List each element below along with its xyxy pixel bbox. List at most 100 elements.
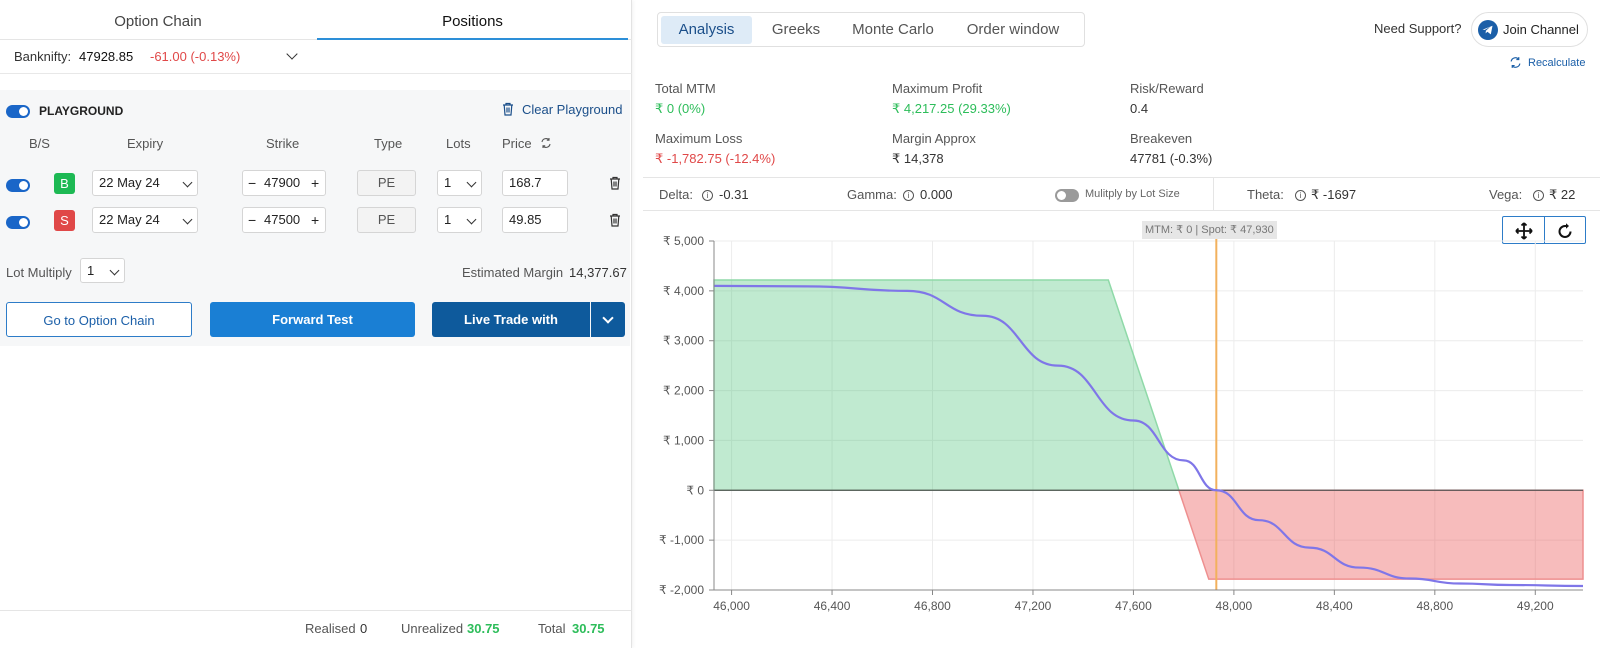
chevron-down-icon[interactable]	[286, 48, 298, 60]
chevron-down-icon	[109, 265, 120, 276]
vega-label: Vega:	[1489, 187, 1523, 202]
type-field: PE	[357, 170, 416, 196]
pnl-footer: Realised 0 Unrealized 30.75 Total 30.75	[0, 610, 632, 648]
lots-select[interactable]: 1	[437, 170, 482, 196]
tab-analysis[interactable]: Analysis	[661, 16, 752, 44]
tab-option-chain[interactable]: Option Chain	[114, 13, 202, 30]
vega-value: ₹ 22	[1549, 187, 1576, 202]
plus-icon[interactable]: +	[311, 175, 320, 191]
minus-icon[interactable]: −	[248, 175, 257, 191]
expiry-select[interactable]: 22 May 24	[92, 170, 198, 196]
playground-toggle[interactable]	[6, 105, 30, 118]
max-profit-value: ₹ 4,217.25 (29.33%)	[892, 101, 1011, 116]
tab-greeks[interactable]: Greeks	[771, 21, 821, 38]
theta-value: ₹ -1697	[1311, 187, 1357, 202]
need-support-label: Need Support?	[1374, 21, 1462, 36]
recalculate-button[interactable]: Recalculate	[1528, 57, 1586, 69]
tab-positions[interactable]: Positions	[317, 0, 628, 40]
index-selector[interactable]: Banknifty: 47928.85 -61.00 (-0.13%)	[0, 40, 632, 74]
lots-select[interactable]: 1	[437, 207, 482, 233]
profit-area	[713, 279, 1180, 492]
trash-icon[interactable]	[502, 102, 514, 116]
refresh-icon[interactable]	[1509, 56, 1522, 69]
positions-panel: Option Chain Positions Banknifty: 47928.…	[0, 0, 632, 648]
sell-badge[interactable]: S	[54, 210, 75, 231]
col-strike: Strike	[266, 136, 300, 151]
plus-icon[interactable]: +	[311, 212, 320, 228]
index-change: -61.00 (-0.13%)	[150, 49, 241, 64]
price-input[interactable]: 49.85	[502, 207, 568, 233]
divider	[1213, 178, 1214, 211]
risk-reward-label: Risk/Reward	[1130, 81, 1204, 96]
forward-test-button[interactable]: Forward Test	[210, 302, 415, 337]
info-icon[interactable]: i	[1533, 190, 1544, 201]
pan-icon[interactable]	[1515, 222, 1533, 240]
col-expiry: Expiry	[127, 136, 164, 151]
x-tick-label: 47,200	[1015, 599, 1052, 613]
unrealized-value: 30.75	[467, 621, 500, 636]
expiry-select[interactable]: 22 May 24	[92, 207, 198, 233]
buy-badge[interactable]: B	[54, 173, 75, 194]
trash-icon[interactable]	[609, 176, 621, 190]
tab-monte-carlo[interactable]: Monte Carlo	[852, 21, 934, 38]
chevron-down-icon	[182, 177, 193, 188]
x-tick-label: 48,000	[1216, 599, 1253, 613]
index-price: 47928.85	[79, 49, 134, 64]
chevron-down-icon	[602, 312, 614, 324]
tab-order-window[interactable]: Order window	[966, 21, 1060, 38]
margin-approx-label: Margin Approx	[892, 131, 976, 146]
chart-axes: ₹ 5,000 ₹ 4,000 ₹ 3,000 ₹ 2,000 ₹ 1,000 ₹ 0 ₹ …	[659, 234, 1583, 613]
total-mtm-value: ₹ 0 (0%)	[655, 101, 706, 116]
info-icon[interactable]: i	[1295, 190, 1306, 201]
reset-zoom-icon[interactable]	[1556, 222, 1574, 240]
realised-value: 0	[360, 621, 368, 636]
max-loss-value: ₹ -1,782.75 (-12.4%)	[655, 151, 776, 166]
payoff-lines	[713, 227, 1584, 590]
type-field: PE	[357, 207, 416, 233]
gamma-label: Gamma:	[847, 187, 897, 202]
delta-label: Delta:	[659, 187, 693, 202]
lot-multiply-value: 1	[87, 263, 95, 278]
multiply-lot-size-label: Mulitply by Lot Size	[1085, 188, 1180, 200]
minus-icon[interactable]: −	[248, 212, 257, 228]
current-payoff-line	[713, 284, 1584, 588]
total-label: Total	[538, 621, 566, 636]
price-input[interactable]: 168.7	[502, 170, 568, 196]
payoff-chart[interactable]: ₹ 5,000 ₹ 4,000 ₹ 3,000 ₹ 2,000 ₹ 1,000 ₹ 0 ₹ …	[643, 212, 1600, 648]
lot-multiply-select[interactable]: 1	[80, 258, 125, 283]
refresh-icon[interactable]	[540, 137, 552, 149]
risk-reward-value: 0.4	[1130, 101, 1149, 116]
y-tick-label: ₹ -2,000	[659, 583, 704, 597]
total-value: 30.75	[572, 621, 605, 636]
payoff-areas	[713, 279, 1584, 580]
y-tick-label: ₹ 2,000	[663, 384, 704, 398]
crosshair-label: MTM: ₹ 0 | Spot: ₹ 47,930	[1142, 221, 1277, 239]
live-trade-dropdown[interactable]	[591, 302, 625, 337]
analysis-tabs: Analysis Greeks Monte Carlo Order window	[657, 12, 1085, 47]
x-tick-label: 46,400	[814, 599, 851, 613]
multiply-lot-size-toggle[interactable]	[1055, 189, 1079, 202]
realised-label: Realised	[305, 621, 356, 636]
join-channel-button[interactable]: Join Channel	[1471, 12, 1588, 47]
clear-playground-button[interactable]: Clear Playground	[522, 102, 623, 117]
y-tick-label: ₹ 5,000	[663, 234, 704, 248]
info-icon[interactable]: i	[903, 190, 914, 201]
leg-toggle[interactable]	[6, 216, 30, 229]
live-trade-button[interactable]: Live Trade with	[432, 302, 590, 337]
info-icon[interactable]: i	[702, 190, 713, 201]
lots-value: 1	[444, 175, 452, 190]
trash-icon[interactable]	[609, 213, 621, 227]
expiry-value: 22 May 24	[99, 175, 160, 190]
x-tick-label: 47,600	[1115, 599, 1152, 613]
playground-section: PLAYGROUND Clear Playground B/S Expiry S…	[0, 90, 630, 346]
leg-toggle[interactable]	[6, 179, 30, 192]
max-loss-label: Maximum Loss	[655, 131, 743, 146]
strike-stepper[interactable]: − 47900 +	[242, 170, 326, 196]
expiry-value: 22 May 24	[99, 212, 160, 227]
index-name: Banknifty:	[14, 49, 72, 64]
gamma-value: 0.000	[920, 187, 953, 202]
col-type: Type	[374, 136, 403, 151]
strike-stepper[interactable]: − 47500 +	[242, 207, 326, 233]
go-to-option-chain-button[interactable]: Go to Option Chain	[6, 302, 192, 337]
theta-label: Theta:	[1247, 187, 1284, 202]
